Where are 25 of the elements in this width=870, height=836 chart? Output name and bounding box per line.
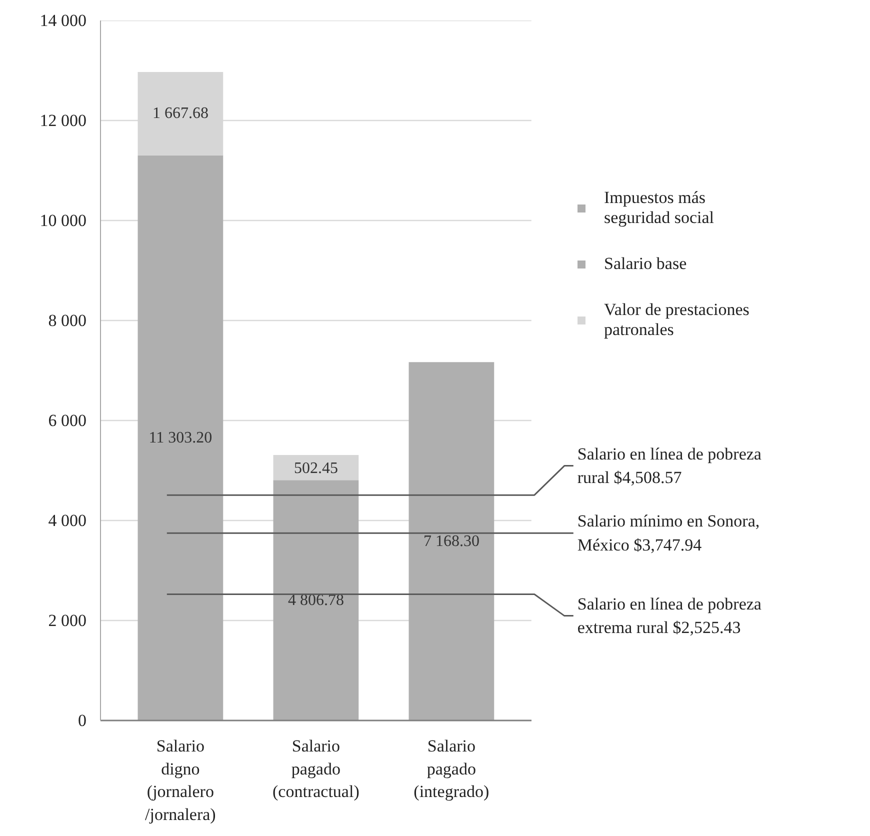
data-label: 7 168.30 (423, 532, 480, 550)
y-tick-label: 2 000 (48, 611, 86, 630)
y-tick-label: 14 000 (40, 11, 86, 30)
ref-line-label: Salario en línea de pobreza rural $4,508.57 (577, 444, 762, 488)
y-tick-label: 0 (78, 711, 86, 730)
bar (273, 455, 359, 480)
bar (138, 155, 224, 720)
data-label: 11 303.20 (148, 429, 212, 446)
y-tick-label: 8 000 (48, 311, 86, 330)
data-label: 1 667.68 (152, 105, 208, 122)
x-tick-label: Salario pagado (integrado) (414, 736, 490, 802)
bar (408, 362, 494, 720)
y-tick-label: 6 000 (48, 411, 86, 430)
ref-line-label: Salario en línea de pobreza extrema rural $2,525.43 (577, 594, 762, 638)
legend-label: Salario base (604, 254, 687, 274)
x-tick-label: Salario digno (jornalero /jornalera) (145, 736, 216, 824)
ref-line-label: Salario mínimo en Sonora, México $3,747.94 (577, 512, 760, 554)
bar (273, 480, 359, 720)
data-label: 502.45 (294, 460, 338, 478)
y-tick-label: 4 000 (48, 511, 86, 530)
legend-label: Valor de prestaciones patronales (604, 300, 750, 340)
legend-label: Impuestos más seguridad social (604, 188, 714, 228)
y-tick-label: 10 000 (40, 211, 86, 230)
y-tick-label: 12 000 (40, 111, 86, 130)
x-tick-label: Salario pagado (contractual) (272, 736, 360, 802)
